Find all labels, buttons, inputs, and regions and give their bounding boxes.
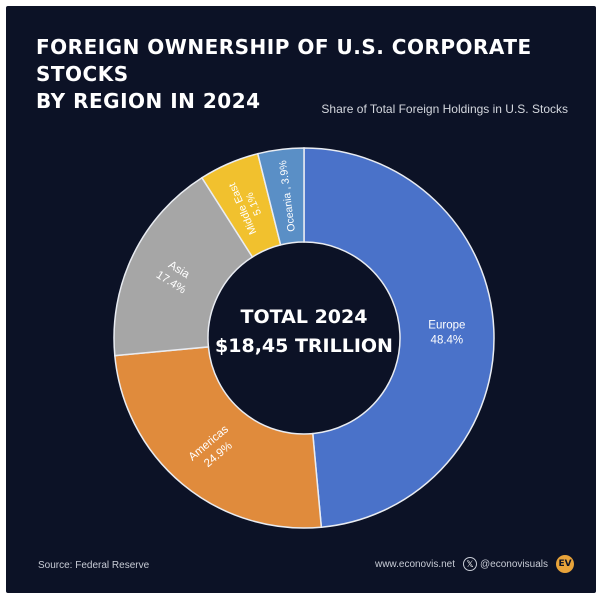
slice-value-text: 48.4% — [431, 334, 464, 346]
title-line-1: FOREIGN OWNERSHIP OF U.S. CORPORATE STOC… — [36, 35, 532, 86]
title-line-2: BY REGION IN 2024 — [36, 89, 261, 113]
donut-chart: Europe48.4%Americas24.9%Asia17.4%Middle … — [113, 147, 495, 529]
social-handle-text: @econovisuals — [480, 558, 548, 570]
footer-credits: www.econovis.net 𝕏 @econovisuals EV — [375, 555, 574, 573]
chart-card: FOREIGN OWNERSHIP OF U.S. CORPORATE STOC… — [6, 6, 596, 593]
website-link[interactable]: www.econovis.net — [374, 558, 456, 570]
center-total-label: TOTAL 2024 — [241, 306, 368, 328]
center-total-value: $18,45 TRILLION — [215, 335, 393, 357]
slice-label-text: Europe — [428, 319, 465, 331]
source-note: Source: Federal Reserve — [38, 560, 150, 571]
label-europe: Europe 48.4% — [428, 319, 465, 346]
econovis-logo: EV — [556, 555, 574, 573]
slice-asia[interactable] — [113, 176, 254, 357]
x-logo-icon: 𝕏 — [463, 557, 478, 571]
social-handle[interactable]: 𝕏 @econovisuals — [463, 557, 548, 571]
chart-title: FOREIGN OWNERSHIP OF U.S. CORPORATE STOC… — [36, 34, 576, 115]
slice-oceania[interactable] — [256, 147, 305, 246]
chart-subtitle: Share of Total Foreign Holdings in U.S. … — [321, 102, 568, 116]
slice-americas[interactable] — [114, 346, 323, 529]
donut-slices — [113, 147, 495, 529]
slice-europe[interactable] — [303, 147, 495, 529]
